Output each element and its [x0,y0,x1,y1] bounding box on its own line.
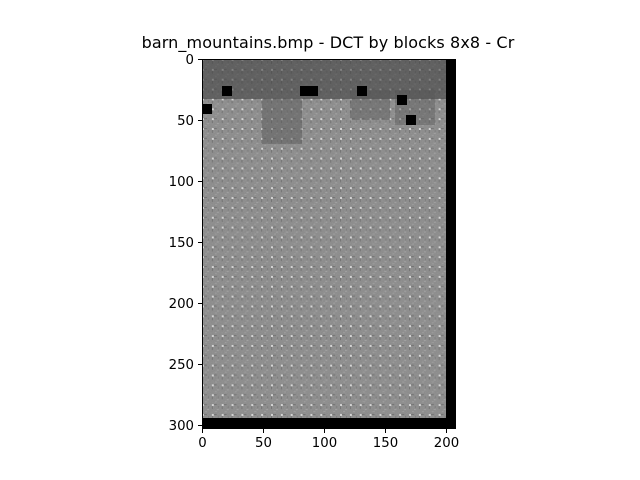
black-block-2 [222,86,232,96]
y-tick-label-150: 150 [169,236,194,251]
x-tick-label-0: 0 [198,436,206,451]
black-block-3 [300,86,318,96]
y-tick-label-0: 0 [186,53,194,68]
right-black-band [446,59,456,429]
x-tick-label-150: 150 [373,436,398,451]
figure-title: barn_mountains.bmp - DCT by blocks 8x8 -… [141,33,515,52]
y-axis: 0 50 100 150 200 250 300 [169,53,202,434]
black-block-6 [406,115,416,125]
heatmap-noise [202,59,446,418]
x-tick-label-200: 200 [434,436,459,451]
bottom-black-band [202,418,456,429]
black-block-5 [397,95,407,105]
y-tick-label-300: 300 [169,419,194,434]
x-axis: 0 50 100 150 200 [198,429,459,451]
x-tick-label-50: 50 [255,436,272,451]
x-tick-label-100: 100 [312,436,337,451]
black-block-4 [357,86,367,96]
black-block-1 [202,104,212,114]
axes-frame [202,59,456,429]
y-tick-label-250: 250 [169,358,194,373]
heatmap-image [202,59,456,429]
y-tick-label-200: 200 [169,297,194,312]
y-tick-label-50: 50 [177,114,194,129]
heatmap-dark-patch-2 [350,90,390,120]
heatmap-top-dark-region [202,59,446,99]
heatmap-dark-patch-1 [262,99,302,144]
y-tick-label-100: 100 [169,175,194,190]
